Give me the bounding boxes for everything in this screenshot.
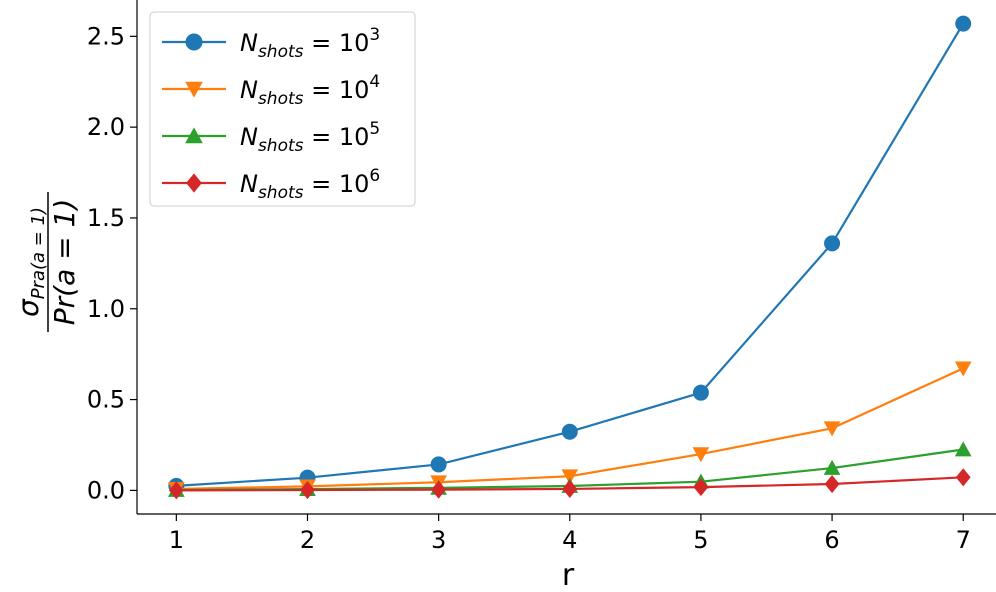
data-point: [954, 361, 972, 377]
series-6: [168, 468, 971, 500]
y-label-denominator: Pr(a = 1): [48, 199, 81, 325]
x-tick-label: 1: [169, 526, 184, 554]
x-tick-label: 4: [562, 526, 577, 554]
legend-marker: [186, 173, 202, 193]
data-point: [954, 441, 972, 457]
data-point: [561, 469, 579, 485]
data-point: [561, 423, 578, 440]
y-tick-label: 0.0: [87, 476, 125, 504]
y-tick-label: 2.5: [87, 22, 125, 50]
legend-label: Nshots = 103: [240, 25, 380, 62]
x-tick-label: 3: [431, 526, 446, 554]
legend-marker: [185, 33, 203, 51]
legend-item: Nshots = 104: [162, 72, 380, 109]
legend-marker: [185, 81, 203, 98]
data-point: [168, 481, 184, 500]
data-point: [431, 480, 447, 499]
x-tick-label: 5: [693, 526, 708, 554]
x-axis-label: r: [562, 558, 575, 592]
data-point: [562, 479, 578, 498]
legend-item: Nshots = 106: [162, 166, 380, 203]
y-tick-label: 2.0: [87, 113, 125, 141]
legend-item: Nshots = 105: [162, 119, 380, 156]
y-label-numerator: σPra(a = 1): [12, 207, 49, 317]
legend-label: Nshots = 105: [240, 119, 380, 156]
legend-item: Nshots = 103: [162, 25, 380, 62]
x-ticks: 1 2 3 4 5 6 7: [169, 514, 971, 554]
legend-marker: [185, 127, 203, 144]
legend-box: [149, 11, 416, 207]
data-point: [824, 474, 840, 494]
y-tick-label: 0.5: [87, 386, 125, 414]
y-tick-label: 1.0: [87, 295, 125, 323]
data-point: [955, 468, 971, 487]
data-point: [823, 421, 841, 437]
legend-label: Nshots = 106: [240, 166, 380, 203]
y-ticks: 0.0 0.5 1.0 1.5 2.0 2.5: [87, 22, 137, 504]
axes: [136, 0, 996, 515]
x-tick-label: 6: [824, 526, 839, 554]
data-point: [824, 235, 841, 252]
y-axis-label: σPra(a = 1) Pr(a = 1): [12, 192, 81, 332]
data-point: [692, 447, 710, 463]
legend: Nshots = 103 Nshots = 104 Nshots = 105 Nsho…: [149, 11, 416, 207]
data-point: [430, 456, 447, 473]
x-tick-label: 2: [300, 526, 315, 554]
x-tick-label: 7: [956, 526, 971, 554]
legend-label: Nshots = 104: [240, 72, 380, 109]
data-point: [300, 480, 315, 500]
data-point: [823, 459, 841, 475]
data-point: [692, 384, 709, 401]
y-tick-label: 1.5: [87, 204, 125, 232]
data-point: [693, 478, 709, 497]
data-point: [955, 15, 972, 32]
plot-area: [167, 15, 972, 500]
